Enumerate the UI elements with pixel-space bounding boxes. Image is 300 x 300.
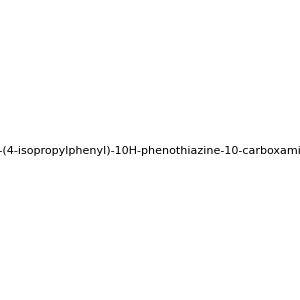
Text: N-(4-isopropylphenyl)-10H-phenothiazine-10-carboxamide: N-(4-isopropylphenyl)-10H-phenothiazine-…	[0, 146, 300, 157]
